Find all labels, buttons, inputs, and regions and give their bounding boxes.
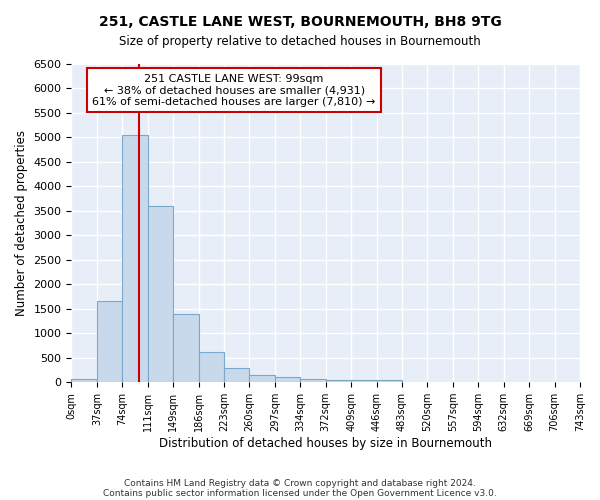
- Bar: [173, 314, 199, 382]
- Text: Size of property relative to detached houses in Bournemouth: Size of property relative to detached ho…: [119, 35, 481, 48]
- Bar: [199, 352, 224, 382]
- Text: Contains HM Land Registry data © Crown copyright and database right 2024.: Contains HM Land Registry data © Crown c…: [124, 478, 476, 488]
- Bar: [97, 302, 122, 382]
- Text: 251, CASTLE LANE WEST, BOURNEMOUTH, BH8 9TG: 251, CASTLE LANE WEST, BOURNEMOUTH, BH8 …: [98, 15, 502, 29]
- Y-axis label: Number of detached properties: Number of detached properties: [15, 130, 28, 316]
- Bar: [250, 374, 275, 382]
- Bar: [326, 380, 351, 382]
- X-axis label: Distribution of detached houses by size in Bournemouth: Distribution of detached houses by size …: [159, 437, 492, 450]
- Bar: [275, 378, 300, 382]
- Text: 251 CASTLE LANE WEST: 99sqm
← 38% of detached houses are smaller (4,931)
61% of : 251 CASTLE LANE WEST: 99sqm ← 38% of det…: [92, 74, 376, 106]
- Bar: [71, 378, 97, 382]
- Bar: [300, 378, 326, 382]
- Text: Contains public sector information licensed under the Open Government Licence v3: Contains public sector information licen…: [103, 488, 497, 498]
- Bar: [148, 206, 173, 382]
- Bar: [377, 380, 402, 382]
- Bar: [224, 368, 250, 382]
- Bar: [122, 135, 148, 382]
- Bar: [351, 380, 377, 382]
